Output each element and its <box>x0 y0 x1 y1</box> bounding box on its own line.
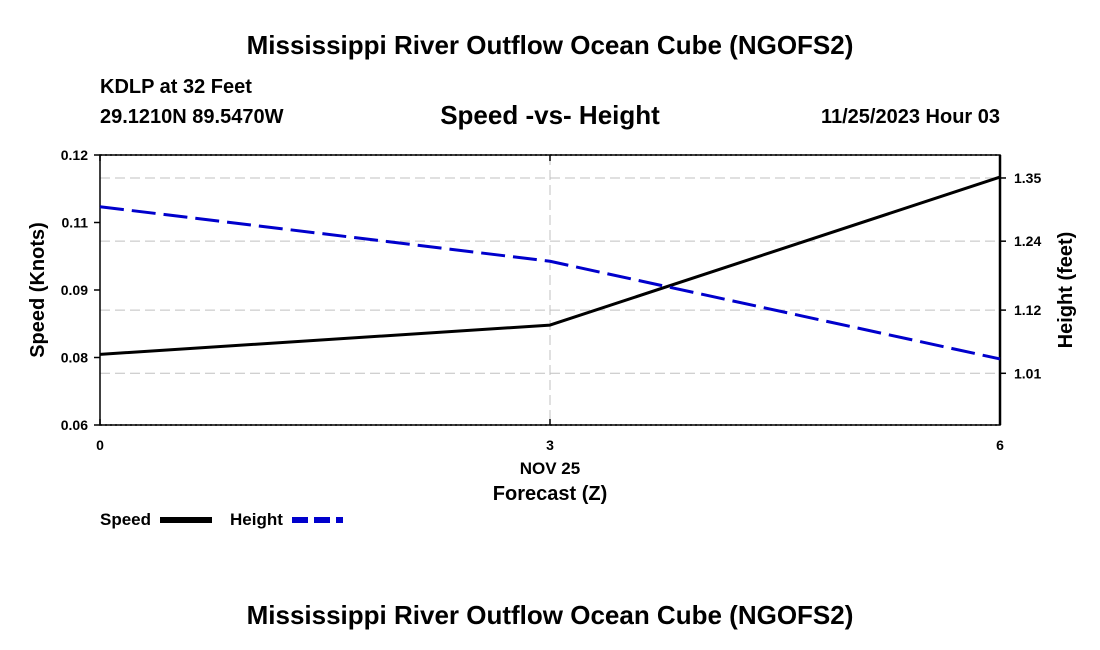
y-axis-right-title: Height (feet) <box>1055 232 1077 349</box>
x-axis-date-label: NOV 25 <box>520 459 580 478</box>
chart-title-top: Mississippi River Outflow Ocean Cube (NG… <box>246 30 854 60</box>
y-right-tick-label: 1.24 <box>1014 233 1041 249</box>
chart-title-bottom: Mississippi River Outflow Ocean Cube (NG… <box>246 600 854 630</box>
x-axis-title: Forecast (Z) <box>493 483 607 505</box>
x-tick-label: 3 <box>546 437 554 453</box>
datetime-label: 11/25/2023 Hour 03 <box>820 106 1000 128</box>
legend-speed-label: Speed <box>100 510 151 529</box>
y-axis-left-title: Speed (Knots) <box>27 222 49 358</box>
chart-subtitle: Speed -vs- Height <box>440 100 660 130</box>
y-left-tick-label: 0.12 <box>61 147 88 163</box>
grid-layer <box>100 154 1000 426</box>
station-label: KDLP at 32 Feet <box>100 76 252 98</box>
y-left-tick-label: 0.09 <box>61 282 88 298</box>
series-line-speed <box>99 175 1001 356</box>
y-right-tick-label: 1.12 <box>1014 302 1041 318</box>
series-line-height <box>99 205 1001 361</box>
legend: Speed Height <box>100 510 343 529</box>
x-tick-label: 6 <box>996 437 1004 453</box>
series-layer <box>99 175 1001 361</box>
x-tick-label: 0 <box>96 437 104 453</box>
y-left-tick-label: 0.06 <box>61 417 88 433</box>
coordinates-label: 29.1210N 89.5470W <box>100 106 284 128</box>
y-right-tick-label: 1.01 <box>1014 365 1041 381</box>
y-left-tick-label: 0.11 <box>62 215 89 231</box>
legend-height-label: Height <box>230 510 283 529</box>
y-left-tick-label: 0.08 <box>61 350 88 366</box>
y-right-tick-label: 1.35 <box>1014 170 1041 186</box>
tick-layer: 0.06 0.08 0.09 0.11 0.12 1.01 1.12 1.24 1.35 0 3 6 <box>61 147 1042 453</box>
